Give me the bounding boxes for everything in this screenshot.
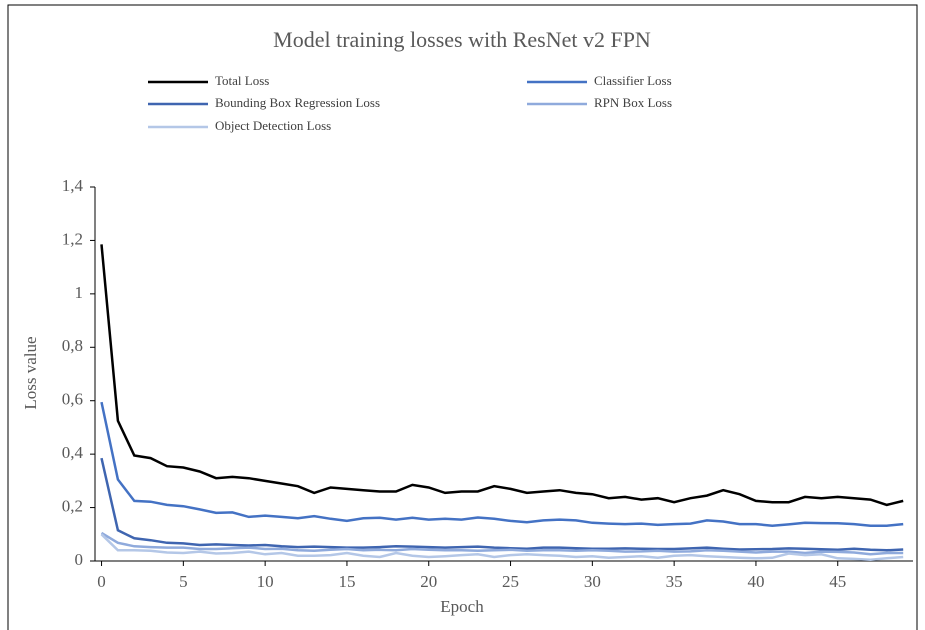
y-tick-label: 0 xyxy=(75,550,84,569)
series-line xyxy=(100,533,904,561)
y-tick-label: 0,2 xyxy=(62,496,83,515)
legend-label: Object Detection Loss xyxy=(215,118,331,133)
chart-border xyxy=(7,4,918,630)
series-line xyxy=(100,401,904,527)
x-tick-label: 25 xyxy=(502,572,519,591)
series-line xyxy=(100,457,904,552)
x-tick-label: 20 xyxy=(420,572,437,591)
chart-title: Model training losses with ResNet v2 FPN xyxy=(273,27,651,52)
legend-label: RPN Box Loss xyxy=(594,95,672,110)
x-tick-label: 5 xyxy=(179,572,188,591)
y-tick-label: 0,6 xyxy=(62,390,83,409)
x-tick-label: 45 xyxy=(829,572,846,591)
legend-label: Total Loss xyxy=(215,73,269,88)
x-tick-label: 40 xyxy=(747,572,764,591)
legend-label: Classifier Loss xyxy=(594,73,672,88)
series-line xyxy=(100,531,904,556)
x-tick-label: 15 xyxy=(338,572,355,591)
series-line xyxy=(100,244,904,507)
y-tick-label: 0,8 xyxy=(62,336,83,355)
y-tick-label: 0,4 xyxy=(62,443,84,462)
y-tick-label: 1 xyxy=(75,283,84,302)
x-axis-label: Epoch xyxy=(440,597,484,616)
x-tick-label: 35 xyxy=(666,572,683,591)
x-tick-label: 30 xyxy=(584,572,601,591)
x-tick-label: 0 xyxy=(97,572,106,591)
y-axis-label: Loss value xyxy=(21,336,40,409)
y-tick-label: 1,4 xyxy=(62,176,84,195)
x-tick-label: 10 xyxy=(257,572,274,591)
y-tick-label: 1,2 xyxy=(62,229,83,248)
legend-label: Bounding Box Regression Loss xyxy=(215,95,380,110)
